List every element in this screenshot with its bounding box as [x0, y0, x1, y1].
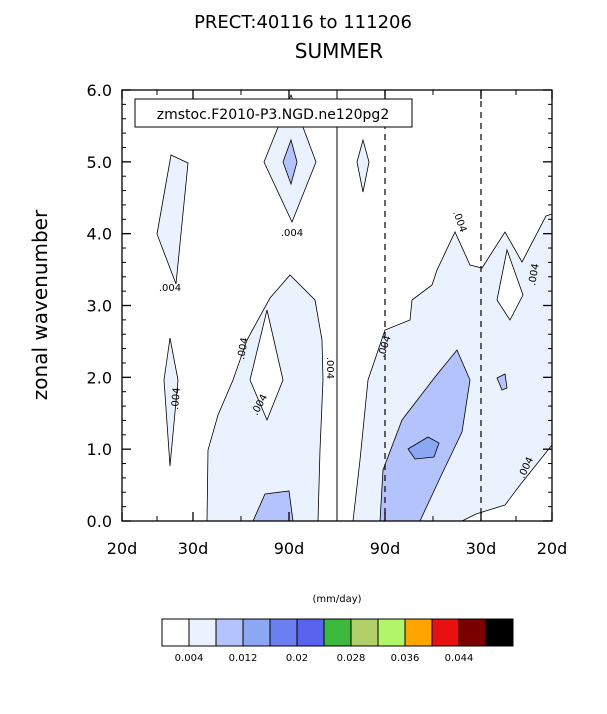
- contour-label: .004: [324, 357, 335, 379]
- contour-label: .004: [450, 209, 468, 234]
- x-tick-label: 90d: [370, 539, 401, 558]
- chart-subtitle: SUMMER: [295, 39, 383, 63]
- x-tick-label: 30d: [178, 539, 209, 558]
- contour-fills: [156, 93, 553, 522]
- contour-fill-region: [407, 436, 440, 460]
- colorbar-tick-label: 0.028: [337, 653, 366, 664]
- colorbar-swatch: [458, 618, 487, 647]
- colorbar-tick-label: 0.02: [286, 653, 308, 664]
- x-axis-ticks: 20d 30d 90d 90d 30d 20d: [107, 90, 568, 558]
- y-tick-label: 4.0: [87, 225, 112, 244]
- contour-fill-region: [282, 138, 298, 186]
- contour-fill-region: [163, 337, 179, 467]
- x-tick-label: 20d: [537, 539, 568, 558]
- y-tick-label: 1.0: [87, 440, 112, 459]
- contour-fill-region: [356, 138, 370, 193]
- y-tick-label: 2.0: [87, 368, 112, 387]
- x-tick-label: 30d: [466, 539, 497, 558]
- x-tick-label: 20d: [107, 539, 138, 558]
- contour-fill-region: [496, 373, 508, 391]
- contour-label: .004: [159, 283, 181, 294]
- colorbar-swatch: [269, 618, 298, 647]
- contour-label: .004: [527, 263, 542, 287]
- y-axis-label: zonal wavenumber: [28, 209, 52, 400]
- contour-label: .004: [170, 387, 183, 410]
- contour-fill-region: [156, 154, 189, 285]
- colorbar-tick-label: 0.012: [229, 653, 258, 664]
- colorbar-swatch: [215, 618, 244, 647]
- colorbar-swatch: [431, 618, 460, 647]
- colorbar-swatch: [242, 618, 271, 647]
- y-axis-ticks: 0.0 1.0 2.0 3.0 4.0 5.0 6.0: [87, 81, 552, 531]
- contour-fill-region: [379, 349, 471, 522]
- contour-label: .004: [281, 228, 303, 239]
- colorbar-swatch: [485, 618, 514, 647]
- colorbar-swatch: [350, 618, 379, 647]
- case-label: zmstoc.F2010-P3.NGD.ne120pg2: [157, 107, 389, 123]
- colorbar-tick-label: 0.044: [445, 653, 474, 664]
- colorbar-unit: (mm/day): [312, 594, 361, 605]
- contour-fill-region: [249, 309, 284, 422]
- y-tick-label: 0.0: [87, 512, 112, 531]
- colorbar-swatch: [188, 618, 217, 647]
- y-tick-label: 6.0: [87, 81, 112, 100]
- contour-fill-region: [496, 248, 524, 321]
- contour-label: .004: [236, 337, 251, 361]
- colorbar-swatch: [377, 618, 406, 647]
- colorbar-swatch: [404, 618, 433, 647]
- colorbar-swatch: [323, 618, 352, 647]
- chart-title: PRECT:40116 to 111206: [194, 12, 412, 33]
- colorbar: 0.004 0.012 0.02 0.028 0.036 0.044: [161, 618, 514, 664]
- y-tick-label: 5.0: [87, 153, 112, 172]
- x-tick-label: 90d: [274, 539, 305, 558]
- colorbar-swatch: [296, 618, 325, 647]
- y-tick-label: 3.0: [87, 297, 112, 316]
- colorbar-swatch: [161, 618, 190, 647]
- colorbar-tick-label: 0.004: [175, 653, 204, 664]
- case-label-box: [134, 98, 413, 128]
- colorbar-tick-label: 0.036: [391, 653, 420, 664]
